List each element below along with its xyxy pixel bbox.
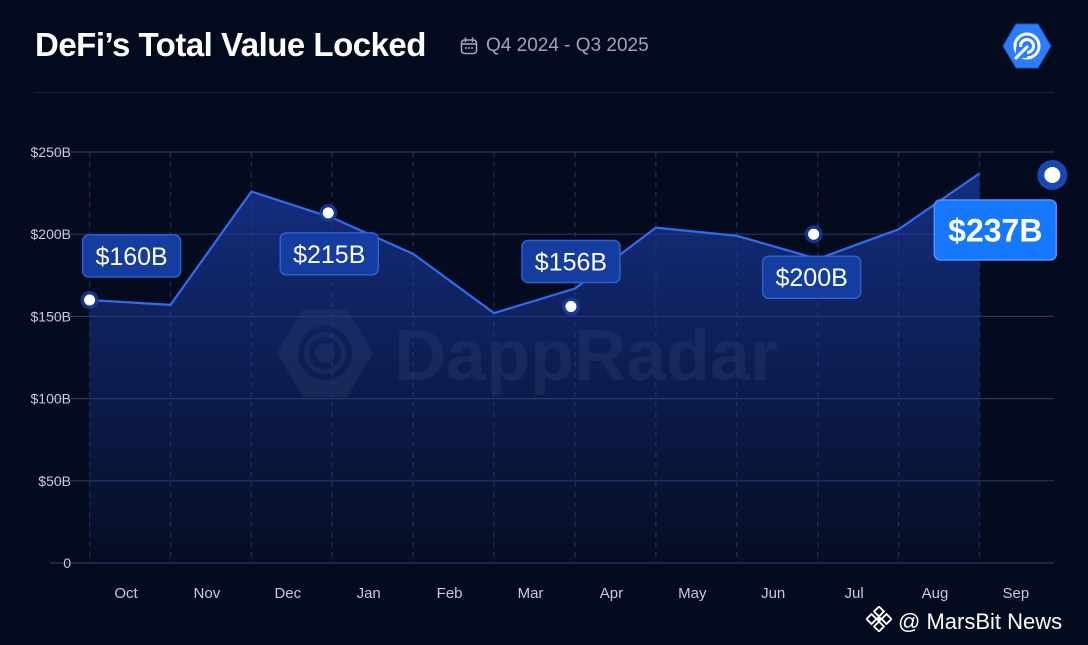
credit-text: @ MarsBit News [898, 609, 1063, 634]
value-callout-label: $215B [293, 241, 365, 269]
chart-header: DeFi’s Total Value Locked Q4 2024 - Q3 2… [0, 0, 1088, 92]
value-callout-label: $200B [776, 264, 848, 292]
y-tick-label: $50B [38, 473, 71, 489]
data-point [322, 207, 334, 219]
value-callout-box [279, 232, 379, 276]
tvl-series-line [89, 172, 981, 315]
value-callout-label: $160B [95, 243, 167, 271]
value-callout-box [521, 239, 621, 284]
x-tick-label: Feb [437, 585, 463, 602]
value-callout-label: $156B [535, 249, 607, 277]
data-point [84, 294, 96, 306]
value-callout-box [761, 255, 862, 299]
x-tick-label: Apr [600, 585, 623, 602]
header-divider [35, 92, 1054, 93]
calendar-icon [460, 37, 478, 55]
data-point [808, 228, 820, 240]
x-tick-label: Dec [274, 585, 301, 602]
value-callout-box [933, 199, 1058, 261]
y-tick-label: $150B [31, 308, 71, 324]
x-tick-label: Sep [1003, 585, 1030, 602]
chart-title: DeFi’s Total Value Locked [35, 26, 426, 63]
dappradar-logo-icon [1002, 22, 1052, 70]
value-callout-label: $237B [948, 213, 1042, 249]
x-tick-label: Nov [194, 585, 221, 602]
x-tick-label: May [678, 585, 707, 602]
source-credit: @ MarsBit News [865, 605, 1063, 638]
x-tick-label: Oct [114, 585, 138, 602]
period-text: Q4 2024 - Q3 2025 [486, 35, 649, 56]
x-tick-label: Jul [845, 585, 864, 602]
y-tick-label: $100B [31, 391, 71, 407]
x-tick-label: Jun [761, 585, 785, 602]
y-tick-label: 0 [63, 555, 71, 571]
binance-logo-icon [865, 605, 893, 638]
y-tick-label: $200B [31, 226, 71, 242]
data-point [1044, 167, 1061, 184]
x-tick-label: Aug [922, 585, 949, 602]
data-point [565, 301, 577, 313]
y-tick-label: $250B [31, 144, 71, 160]
period-range: Q4 2024 - Q3 2025 [460, 35, 649, 57]
value-callout-box [81, 234, 182, 278]
x-tick-label: Mar [518, 585, 544, 602]
x-tick-label: Jan [357, 585, 381, 602]
